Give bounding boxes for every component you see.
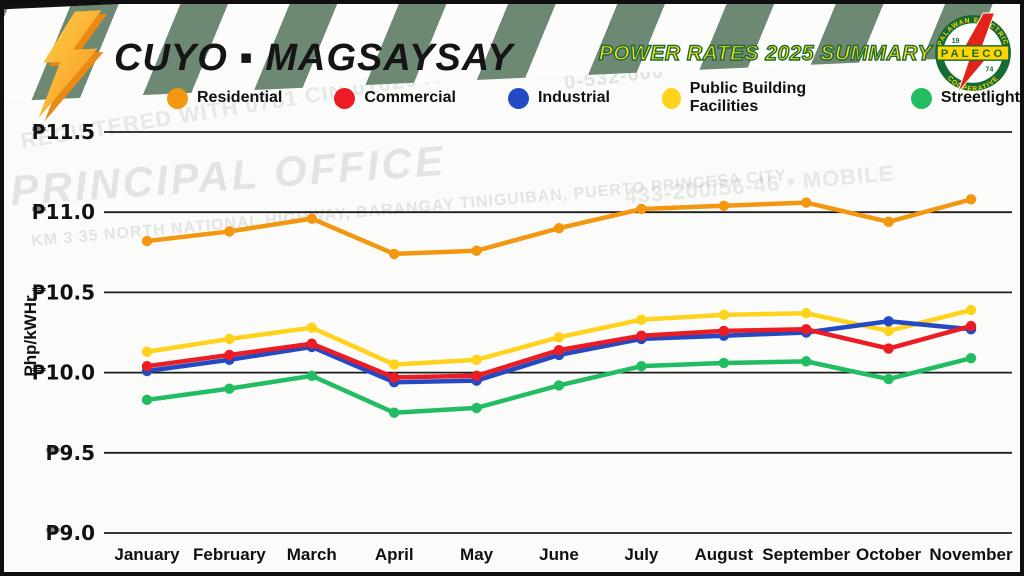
data-point-streetlight xyxy=(965,352,977,364)
x-tick-label: August xyxy=(695,545,754,564)
y-tick-label: ₱11.0 xyxy=(32,200,95,224)
chart-legend: Residential Commercial Industrial Public… xyxy=(167,80,1020,116)
data-point-streetlight xyxy=(636,360,647,372)
data-point-residential xyxy=(141,235,153,247)
data-point-commercial xyxy=(553,344,565,356)
data-point-streetlight xyxy=(883,373,894,385)
y-tick-label: ₱10.5 xyxy=(32,280,95,304)
x-tick-label: January xyxy=(114,545,180,564)
data-point-residential xyxy=(471,245,482,256)
data-point-public-building-facilities xyxy=(718,309,729,321)
data-point-public-building-facilities xyxy=(141,346,153,357)
data-point-residential xyxy=(553,223,565,234)
data-point-commercial xyxy=(389,372,400,383)
data-point-streetlight xyxy=(141,394,153,406)
legend-label: Residential xyxy=(197,89,283,106)
data-point-residential xyxy=(389,248,400,260)
data-point-streetlight xyxy=(471,402,482,414)
data-point-commercial xyxy=(965,320,977,332)
x-tick-label: April xyxy=(375,545,414,564)
legend-item-commercial: Commercial xyxy=(334,87,456,109)
y-tick-label: ₱9.0 xyxy=(46,521,95,545)
y-tick-label: ₱11.5 xyxy=(32,120,95,144)
industrial-dot-icon xyxy=(507,87,529,109)
x-tick-label: November xyxy=(929,545,1013,564)
data-point-public-building-facilities xyxy=(553,332,565,343)
legend-item-industrial: Industrial xyxy=(507,87,610,109)
data-point-commercial xyxy=(471,370,482,382)
public-building-facilities-dot-icon xyxy=(661,87,681,109)
legend-item-public-building-facilities: Public Building Facilities xyxy=(661,80,859,116)
logo-year-left: 19 xyxy=(952,37,960,45)
data-point-public-building-facilities xyxy=(883,325,894,337)
data-point-streetlight xyxy=(224,383,235,394)
residential-dot-icon xyxy=(167,87,188,109)
commercial-dot-icon xyxy=(334,87,356,109)
logo-name: PALECO xyxy=(941,48,1006,60)
y-tick-label: ₱9.5 xyxy=(46,441,95,465)
data-point-public-building-facilities xyxy=(636,314,647,325)
data-point-public-building-facilities xyxy=(471,354,482,365)
report-banner: POWER RATES 2025 SUMMARY xyxy=(598,41,932,65)
page-title: CUYO ▪ MAGSAYSAY xyxy=(114,37,514,79)
x-tick-label: June xyxy=(539,545,579,564)
logo-year-right: 74 xyxy=(985,65,993,73)
data-point-commercial xyxy=(801,324,812,335)
line-chart: ₱11.5 ₱11.0 ₱10.5 ₱10.0 ₱9.5 ₱9.0 January Febru… xyxy=(32,120,1013,564)
data-point-streetlight xyxy=(306,370,317,382)
x-tick-label: March xyxy=(287,545,337,564)
lightning-bolt-icon xyxy=(38,10,108,122)
streetlight-dot-icon xyxy=(910,87,932,109)
paleco-logo: PALAWAN ELECTRIC COOPERATIVE 19 74 PALEC… xyxy=(935,12,1011,94)
x-tick-label: July xyxy=(624,545,659,564)
data-point-residential xyxy=(224,226,235,237)
legend-item-streetlight: Streetlight xyxy=(910,87,1020,109)
data-point-public-building-facilities xyxy=(389,359,400,370)
data-point-industrial xyxy=(883,316,894,327)
data-point-commercial xyxy=(636,330,647,341)
data-point-residential xyxy=(636,203,647,215)
data-point-residential xyxy=(718,200,729,211)
y-tick-label: ₱10.0 xyxy=(32,361,95,385)
data-point-public-building-facilities xyxy=(306,322,317,333)
data-point-streetlight xyxy=(553,380,565,391)
x-tick-label: October xyxy=(856,545,922,564)
data-point-commercial xyxy=(883,343,894,354)
data-point-commercial xyxy=(306,338,317,349)
data-point-residential xyxy=(306,213,317,224)
x-tick-label: May xyxy=(460,545,494,564)
data-point-residential xyxy=(801,197,812,208)
data-point-commercial xyxy=(224,349,235,361)
data-point-streetlight xyxy=(718,357,729,369)
legend-label: Industrial xyxy=(537,89,610,106)
x-tick-label: September xyxy=(762,545,850,564)
data-point-public-building-facilities xyxy=(801,308,812,319)
legend-label: Streetlight xyxy=(940,89,1020,106)
data-point-public-building-facilities xyxy=(224,333,235,345)
legend-item-residential: Residential xyxy=(167,87,283,109)
data-point-commercial xyxy=(718,325,729,337)
data-point-streetlight xyxy=(801,356,812,367)
data-point-public-building-facilities xyxy=(965,304,977,316)
data-point-residential xyxy=(883,216,894,228)
legend-label: Commercial xyxy=(364,89,456,106)
data-point-commercial xyxy=(141,360,153,372)
x-tick-label: February xyxy=(193,545,266,564)
data-point-streetlight xyxy=(389,407,400,418)
data-point-residential xyxy=(965,194,977,205)
legend-label: Public Building Facilities xyxy=(689,80,807,115)
